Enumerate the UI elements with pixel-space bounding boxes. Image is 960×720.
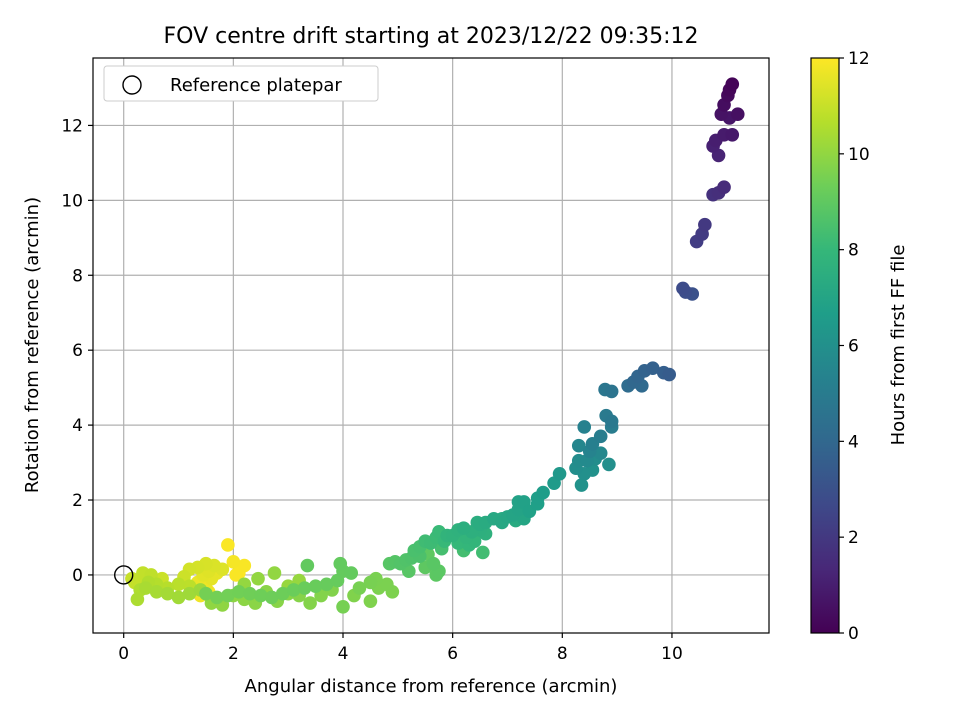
scatter-point <box>264 590 279 605</box>
scatter-point <box>226 555 241 569</box>
scatter-point <box>725 127 740 142</box>
scatter-point <box>221 538 235 552</box>
scatter-point <box>275 586 290 601</box>
x-axis-ticks: 0 2 4 6 8 10 <box>118 633 683 664</box>
scatter-point <box>251 571 265 586</box>
scatter-point <box>476 545 490 560</box>
y-tick-label: 6 <box>72 341 83 361</box>
scatter-point <box>308 579 323 593</box>
scatter-point <box>253 588 268 603</box>
scatter-point <box>604 414 619 429</box>
scatter-point <box>574 478 589 492</box>
scatter-point <box>319 577 334 592</box>
plot-frame <box>92 57 770 634</box>
scatter-point <box>363 575 378 590</box>
legend: Reference platepar <box>103 65 379 102</box>
scatter-point <box>232 584 246 599</box>
x-tick-label: 10 <box>661 644 683 664</box>
y-tick-label: 4 <box>72 416 83 436</box>
scatter-point <box>577 420 592 434</box>
x-tick-label: 0 <box>118 644 129 664</box>
scatter-point <box>300 558 315 573</box>
x-tick-label: 6 <box>447 644 458 664</box>
scatter-point <box>352 581 367 595</box>
scatter-point <box>336 599 350 614</box>
scatter-point <box>221 588 235 603</box>
scatter-point <box>426 556 441 571</box>
chart-title: FOV centre drift starting at 2023/12/22 … <box>164 24 699 49</box>
colorbar-gradient <box>810 57 840 634</box>
y-tick-label: 12 <box>61 116 83 136</box>
data-points <box>125 77 745 614</box>
colorbar: 0 2 4 6 8 10 12 Hours from first FF file <box>810 49 909 644</box>
scatter-point <box>333 556 348 571</box>
scatter-point <box>344 566 359 580</box>
scatter-point <box>297 581 312 595</box>
x-tick-label: 8 <box>557 644 568 664</box>
x-axis-label: Angular distance from reference (arcmin) <box>245 676 618 697</box>
scatter-point <box>303 596 317 610</box>
x-tick-label: 2 <box>228 644 239 664</box>
scatter-point <box>725 77 740 92</box>
scatter-point <box>171 590 186 605</box>
scatter-point <box>536 485 550 500</box>
colorbar-tick-label: 4 <box>848 432 859 452</box>
scatter-point <box>456 521 471 535</box>
scatter-point <box>286 583 301 597</box>
legend-marker <box>122 75 142 95</box>
scatter-point <box>130 592 145 607</box>
scatter-point <box>602 457 616 472</box>
scatter-point <box>571 438 586 453</box>
y-tick-label: 8 <box>72 266 83 286</box>
scatter-point <box>593 446 608 460</box>
colorbar-tick-label: 8 <box>848 241 859 261</box>
scatter-point <box>730 107 745 121</box>
y-axis-label: Rotation from reference (arcmin) <box>22 197 43 493</box>
scatter-point <box>229 568 243 582</box>
scatter-point <box>676 281 690 296</box>
scatter-point <box>237 558 252 573</box>
scatter-point <box>662 367 677 382</box>
scatter-point <box>138 581 153 595</box>
scatter-point <box>149 584 164 599</box>
scatter-point <box>160 586 175 601</box>
scatter-point <box>380 577 394 592</box>
scatter-point <box>171 577 186 592</box>
grid-lines <box>93 58 769 633</box>
reference-marker <box>114 565 134 585</box>
y-axis-ticks: 0 2 4 6 8 10 12 <box>61 116 93 586</box>
scatter-point <box>267 566 282 580</box>
scatter-point <box>698 217 712 232</box>
scatter-point <box>645 361 660 375</box>
colorbar-ticks: 0 2 4 6 8 10 12 <box>839 49 870 644</box>
colorbar-tick-label: 6 <box>848 337 859 357</box>
colorbar-tick-label: 0 <box>848 624 859 644</box>
colorbar-tick-label: 10 <box>848 145 870 165</box>
y-tick-label: 10 <box>61 191 83 211</box>
x-tick-label: 4 <box>338 644 349 664</box>
scatter-point <box>363 594 378 608</box>
colorbar-tick-label: 2 <box>848 528 859 548</box>
scatter-point <box>182 586 197 601</box>
scatter-point <box>717 180 731 195</box>
scatter-point <box>552 466 567 481</box>
legend-entry: Reference platepar <box>170 75 342 96</box>
legend-box <box>103 65 379 102</box>
scatter-point <box>199 586 213 601</box>
scatter-point <box>243 586 257 601</box>
colorbar-tick-label: 12 <box>848 49 870 69</box>
y-tick-label: 2 <box>72 491 83 511</box>
scatter-point <box>210 590 224 605</box>
y-tick-label: 0 <box>72 566 83 586</box>
colorbar-label: Hours from first FF file <box>888 245 909 446</box>
scatter-point <box>593 429 608 444</box>
scatter-point <box>604 384 619 399</box>
